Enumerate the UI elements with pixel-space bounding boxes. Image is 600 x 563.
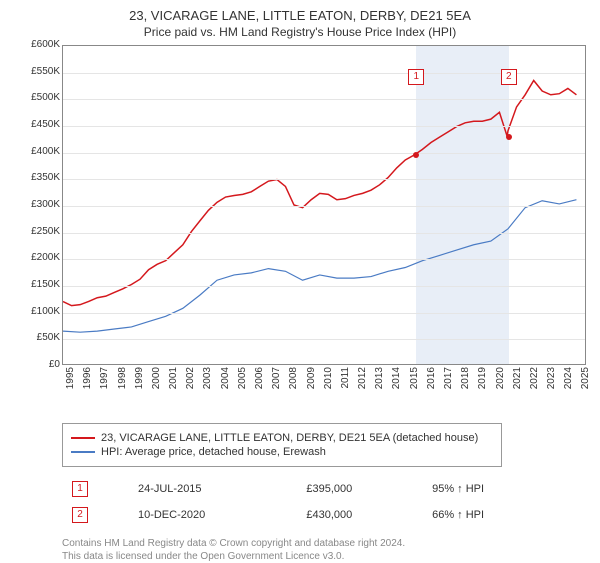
footnote: Contains HM Land Registry data © Crown c… xyxy=(62,537,562,563)
x-tick-label: 2000 xyxy=(151,367,162,397)
transaction-date: 24-JUL-2015 xyxy=(130,477,296,501)
legend-row: 23, VICARAGE LANE, LITTLE EATON, DERBY, … xyxy=(71,432,493,444)
transaction-row: 1 24-JUL-2015£395,00095% ↑ HPI xyxy=(64,477,560,501)
chart-container: 23, VICARAGE LANE, LITTLE EATON, DERBY, … xyxy=(0,0,600,560)
gridline xyxy=(63,99,585,100)
transaction-marker-icon: 2 xyxy=(72,507,88,523)
y-tick-label: £450K xyxy=(18,119,60,130)
y-tick-label: £100K xyxy=(18,306,60,317)
transaction-marker-icon: 1 xyxy=(72,481,88,497)
x-tick-label: 2015 xyxy=(409,367,420,397)
gridline xyxy=(63,126,585,127)
transaction-price: £430,000 xyxy=(298,503,422,527)
legend-label: HPI: Average price, detached house, Erew… xyxy=(101,446,326,458)
gridline xyxy=(63,153,585,154)
footnote-line1: Contains HM Land Registry data © Crown c… xyxy=(62,537,562,550)
x-tick-label: 2004 xyxy=(220,367,231,397)
footnote-line2: This data is licensed under the Open Gov… xyxy=(62,550,562,563)
gridline xyxy=(63,313,585,314)
gridline xyxy=(63,339,585,340)
transaction-date: 10-DEC-2020 xyxy=(130,503,296,527)
transaction-price: £395,000 xyxy=(298,477,422,501)
x-tick-label: 1996 xyxy=(82,367,93,397)
transactions-table: 1 24-JUL-2015£395,00095% ↑ HPI 2 10-DEC-202… xyxy=(62,475,562,529)
y-tick-label: £500K xyxy=(18,92,60,103)
x-tick-label: 2014 xyxy=(391,367,402,397)
x-tick-label: 1997 xyxy=(99,367,110,397)
y-tick-label: £600K xyxy=(18,39,60,50)
series-line-property xyxy=(63,80,576,305)
y-tick-label: £250K xyxy=(18,226,60,237)
x-tick-label: 2019 xyxy=(477,367,488,397)
y-tick-label: £400K xyxy=(18,146,60,157)
x-tick-label: 2001 xyxy=(168,367,179,397)
marker-dot-2 xyxy=(506,134,512,140)
x-tick-label: 2025 xyxy=(580,367,591,397)
plot-inner: 12 xyxy=(62,45,586,365)
transaction-pct: 66% ↑ HPI xyxy=(424,503,560,527)
x-tick-label: 2008 xyxy=(288,367,299,397)
transaction-pct: 95% ↑ HPI xyxy=(424,477,560,501)
legend-swatch xyxy=(71,451,95,453)
gridline xyxy=(63,179,585,180)
legend-box: 23, VICARAGE LANE, LITTLE EATON, DERBY, … xyxy=(62,423,502,467)
marker-dot-1 xyxy=(413,152,419,158)
x-tick-label: 2002 xyxy=(185,367,196,397)
legend-row: HPI: Average price, detached house, Erew… xyxy=(71,446,493,458)
x-tick-label: 2024 xyxy=(563,367,574,397)
gridline xyxy=(63,233,585,234)
x-tick-label: 2021 xyxy=(512,367,523,397)
y-tick-label: £150K xyxy=(18,279,60,290)
gridline xyxy=(63,259,585,260)
x-tick-label: 2018 xyxy=(460,367,471,397)
y-tick-label: £50K xyxy=(18,332,60,343)
y-tick-label: £200K xyxy=(18,252,60,263)
x-tick-label: 2005 xyxy=(237,367,248,397)
chart-svg xyxy=(63,46,585,364)
x-tick-label: 2011 xyxy=(340,367,351,397)
x-tick-label: 2009 xyxy=(306,367,317,397)
x-tick-label: 2010 xyxy=(323,367,334,397)
x-tick-label: 2003 xyxy=(202,367,213,397)
marker-box-2: 2 xyxy=(501,69,517,85)
x-tick-label: 2016 xyxy=(426,367,437,397)
transaction-row: 2 10-DEC-2020£430,00066% ↑ HPI xyxy=(64,503,560,527)
legend-swatch xyxy=(71,437,95,439)
gridline xyxy=(63,206,585,207)
legend-label: 23, VICARAGE LANE, LITTLE EATON, DERBY, … xyxy=(101,432,478,444)
x-tick-label: 2023 xyxy=(546,367,557,397)
chart-subtitle: Price paid vs. HM Land Registry's House … xyxy=(14,25,586,39)
x-tick-label: 2017 xyxy=(443,367,454,397)
x-tick-label: 2006 xyxy=(254,367,265,397)
x-tick-label: 1995 xyxy=(65,367,76,397)
marker-box-1: 1 xyxy=(408,69,424,85)
x-tick-label: 2007 xyxy=(271,367,282,397)
y-tick-label: £350K xyxy=(18,172,60,183)
x-tick-label: 2013 xyxy=(374,367,385,397)
x-tick-label: 2012 xyxy=(357,367,368,397)
gridline xyxy=(63,286,585,287)
plot-area: 12 £0£50K£100K£150K£200K£250K£300K£350K£… xyxy=(14,45,586,385)
x-tick-label: 1999 xyxy=(134,367,145,397)
y-tick-label: £300K xyxy=(18,199,60,210)
x-tick-label: 2020 xyxy=(495,367,506,397)
y-tick-label: £550K xyxy=(18,66,60,77)
chart-title: 23, VICARAGE LANE, LITTLE EATON, DERBY, … xyxy=(14,8,586,23)
x-tick-label: 1998 xyxy=(117,367,128,397)
y-tick-label: £0 xyxy=(18,359,60,370)
x-tick-label: 2022 xyxy=(529,367,540,397)
